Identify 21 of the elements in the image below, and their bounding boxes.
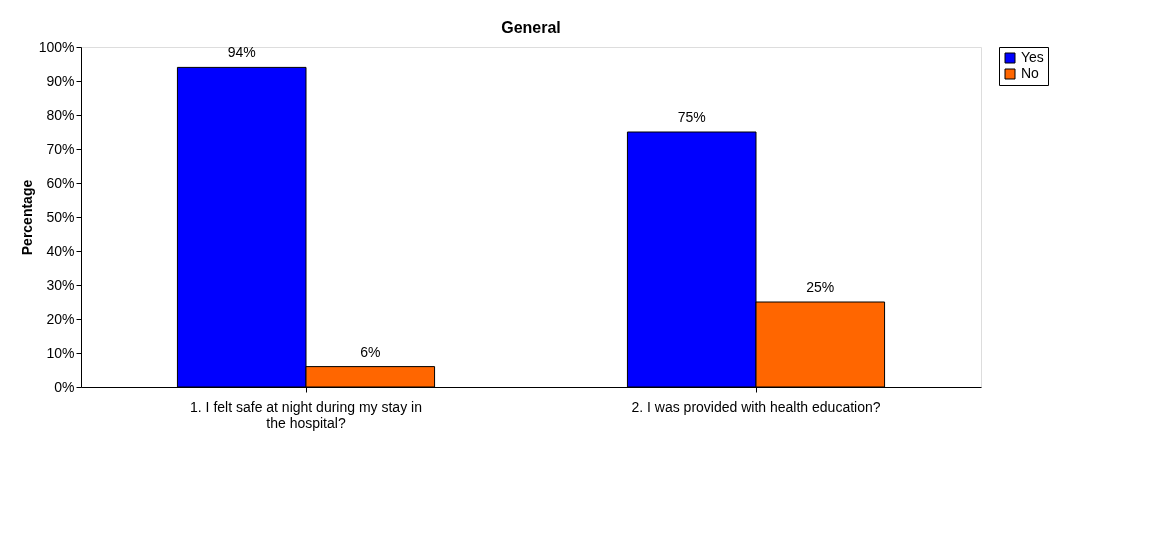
chart-title: General: [501, 19, 561, 36]
data-label: 6%: [360, 343, 381, 360]
y-tick-label: 10%: [46, 344, 75, 361]
y-tick-label: 80%: [46, 106, 75, 123]
y-tick-label: 50%: [46, 208, 75, 225]
data-label: 94%: [227, 44, 256, 61]
y-tick-label: 40%: [46, 242, 75, 259]
legend-label: Yes: [1021, 49, 1044, 65]
y-tick-label: 70%: [46, 140, 75, 157]
data-label: 75%: [677, 109, 706, 125]
data-label: 25%: [806, 279, 835, 295]
y-tick-label: 90%: [46, 72, 75, 89]
legend-label: No: [1021, 65, 1040, 81]
y-tick-label: 30%: [46, 276, 75, 293]
y-tick-label: 100%: [38, 38, 75, 55]
x-tick-label: 2. I was provided with health education?: [631, 398, 881, 415]
y-tick-label: 20%: [46, 310, 75, 327]
y-tick-label: 60%: [46, 174, 75, 191]
y-tick-label: 0%: [54, 378, 75, 395]
x-tick-label: 1. I felt safe at night during my stay in the hospital?: [190, 398, 422, 431]
y-axis-title: Percentage: [18, 179, 35, 256]
